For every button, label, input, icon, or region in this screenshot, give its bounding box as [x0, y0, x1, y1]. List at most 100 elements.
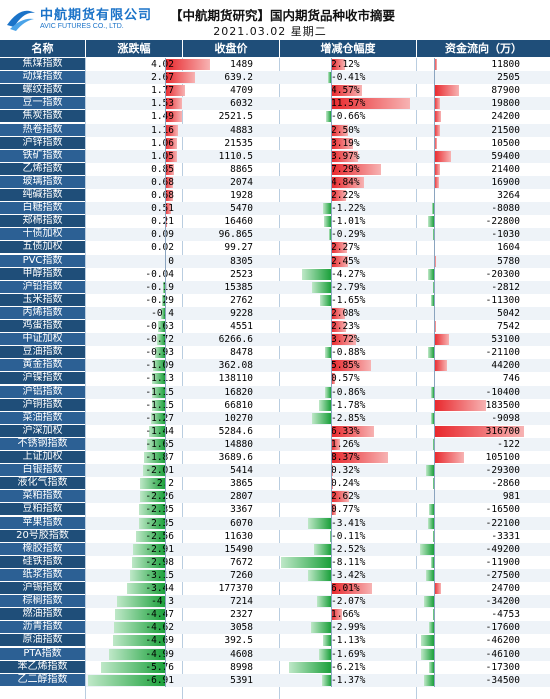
table-row: 硅铁指数 -2.98 7672 -8.11% -11900 [0, 555, 550, 569]
fund-flow-bar [434, 137, 437, 149]
fund-flow-value: -22100 [485, 517, 520, 529]
oi-change-value: 1.66% [331, 609, 360, 621]
oi-change-bar [331, 321, 347, 333]
oi-change-bar [331, 609, 343, 621]
close-price: 16460 [224, 216, 253, 228]
fund-flow-value: -122 [497, 438, 520, 450]
change-value: -2.98 [145, 556, 174, 568]
change-value: -1.09 [145, 360, 174, 372]
oi-change-bar [321, 674, 331, 686]
change-bar [113, 622, 165, 634]
table-row: 20号胶指数 -2.56 11630 -0.11% -3331 [0, 529, 550, 543]
close-price: 5284.6 [218, 425, 253, 437]
fund-flow-bar [434, 176, 439, 188]
fund-flow-bar [434, 59, 438, 71]
oi-change-value: -2.85% [331, 412, 366, 424]
fund-flow-value: -10400 [485, 386, 520, 398]
oi-change-bar [331, 59, 346, 71]
oi-change-value: 2.62% [331, 491, 360, 503]
change-bar [131, 556, 165, 568]
table-row: 纯碱指数 0.68 1928 2.22% 3264 [0, 189, 550, 202]
table-row: 热卷指数 1.16 4883 2.50% 21500 [0, 123, 550, 137]
fund-flow-value: 21400 [491, 163, 520, 175]
oi-change-value: 2.45% [331, 255, 360, 267]
change-bar [140, 478, 165, 490]
oi-change-value: 5.85% [331, 360, 360, 372]
oi-change-value: -1.13% [331, 635, 366, 647]
close-price: 8998 [230, 661, 253, 673]
oi-change-value: 2.22% [331, 190, 360, 201]
fund-flow-value: 981 [502, 491, 520, 503]
close-price: 15490 [224, 543, 253, 555]
fund-flow-bar [434, 321, 437, 333]
oi-change-value: 6.33% [331, 425, 360, 437]
table-row: 焦煤指数 4.02 1489 2.12% 11800 [0, 58, 550, 71]
close-price: 11630 [224, 530, 253, 542]
change-value: 1.53 [151, 98, 174, 110]
change-value: -1.15 [145, 386, 174, 398]
oi-change-value: 0.77% [331, 504, 360, 516]
fund-flow-bar [424, 596, 434, 608]
table-row: 豆一指数 1.53 6032 11.57% 19800 [0, 97, 550, 111]
commodity-name: 沥青指数 [0, 621, 85, 634]
change-value: -4.3 [151, 596, 174, 608]
column-divider [182, 58, 183, 699]
close-price: 3367 [230, 504, 253, 516]
oi-change-value: 0.57% [331, 373, 360, 385]
change-bar [136, 530, 165, 542]
table-row: 乙二醇指数 -6.91 5391 -1.37% -34500 [0, 673, 550, 687]
fund-flow-value: -1030 [491, 229, 520, 241]
change-value: 1.05 [151, 150, 174, 162]
oi-change-bar [313, 543, 331, 555]
table-row: 白银指数 -2.01 5414 0.32% -29300 [0, 464, 550, 478]
table-row: 中证加权 -0.72 6266.6 3.72% 53100 [0, 333, 550, 347]
table-row: 乙烯指数 0.85 8865 7.29% 21400 [0, 162, 550, 176]
close-price: 14880 [224, 438, 253, 450]
fund-flow-bar [433, 281, 434, 293]
table-row: 液化气指数 -2.2 3865 0.24% -2860 [0, 477, 550, 490]
close-price: 7260 [230, 569, 253, 581]
oi-change-value: -6.21% [331, 661, 366, 673]
table-row: 菜粕指数 -2.26 2807 2.62% 981 [0, 490, 550, 504]
close-price: 6070 [230, 517, 253, 529]
table-row: 动煤指数 2.67 639.2 -0.41% 2505 [0, 71, 550, 85]
oi-change-bar [331, 452, 389, 464]
change-value: -1.87 [145, 452, 174, 463]
change-bar [139, 491, 165, 503]
change-bar [165, 85, 185, 97]
table-row: 玻璃指数 0.68 2074 4.84% 16900 [0, 175, 550, 189]
oi-change-value: 4.84% [331, 176, 360, 188]
change-bar [152, 360, 165, 372]
commodity-name: 丙烯指数 [0, 306, 85, 319]
close-price: 9228 [230, 307, 253, 319]
change-bar [165, 59, 210, 71]
fund-flow-bar [429, 661, 434, 673]
close-price: 21535 [224, 137, 253, 149]
column-divider [85, 58, 86, 699]
oi-change-value: -0.11% [331, 530, 366, 542]
table-row: 甲醇指数 -0.04 2523 -4.27% -20300 [0, 267, 550, 281]
close-price: 7214 [230, 596, 253, 608]
change-bar [112, 635, 165, 647]
oi-change-value: -3.42% [331, 569, 366, 581]
fund-flow-value: 10500 [491, 137, 520, 149]
commodity-name: 沪铜指数 [0, 398, 85, 411]
fund-flow-bar [429, 504, 434, 516]
change-value: 0.02 [151, 242, 174, 254]
table-row: 沪铝指数 -1.15 16820 -0.86% -10400 [0, 385, 550, 399]
report-date: 2021.03.02 星期二 [213, 25, 327, 38]
close-price: 1489 [230, 59, 253, 70]
change-value: -2.35 [145, 504, 174, 516]
fund-flow-bar [434, 163, 441, 175]
fund-flow-value: 5780 [497, 255, 520, 267]
report-title: 【中航期货研究】国内期货品种收市摘要 [170, 8, 396, 23]
column-divider [416, 58, 417, 699]
table-row: 不锈钢指数 -1.65 14880 1.26% -122 [0, 437, 550, 451]
change-value: -1.44 [145, 425, 174, 437]
zero-axis-line [331, 58, 332, 687]
fund-flow-bar [434, 98, 440, 110]
fund-flow-value: 59400 [491, 150, 520, 162]
fund-flow-value: -9098 [491, 412, 520, 424]
oi-change-bar [307, 517, 331, 529]
commodity-name: 纯碱指数 [0, 189, 85, 202]
